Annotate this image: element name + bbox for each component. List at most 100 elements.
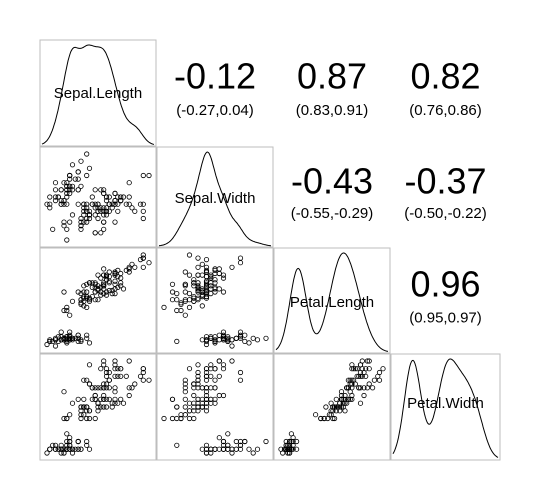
point-Petal.Width-vs-Sepal.Length-141 [118,366,124,372]
point-Petal.Length-vs-Sepal.Width-14 [246,340,252,346]
point-Petal.Length-vs-Sepal.Length-52 [118,283,124,289]
point-Petal.Width-vs-Sepal.Length-43 [64,431,70,437]
correlation-ci-1-2: (-0.55,-0.29) [291,205,374,222]
point-Petal.Width-vs-Sepal.Width-31 [220,438,227,445]
point-Petal.Width-vs-Petal.Length-129 [361,392,367,399]
point-Petal.Length-vs-Sepal.Width-37 [229,337,235,343]
point-Petal.Width-vs-Sepal.Length-84 [75,396,81,402]
point-Petal.Length-vs-Sepal.Width-109 [229,264,235,270]
point-Petal.Width-vs-Petal.Length-138 [344,385,350,391]
point-Petal.Width-vs-Sepal.Length-85 [92,392,98,399]
point-Sepal.Width-vs-Sepal.Length-64 [81,205,87,211]
point-Petal.Width-vs-Sepal.Length-144 [112,358,118,364]
point-Petal.Width-vs-Sepal.Width-146 [182,381,188,387]
point-Petal.Width-vs-Sepal.Width-85 [220,392,227,399]
point-Sepal.Width-vs-Sepal.Length-92 [86,215,93,222]
point-Petal.Width-vs-Sepal.Length-45 [58,442,64,448]
point-Sepal.Width-vs-Sepal.Length-48 [72,176,78,182]
point-Petal.Width-vs-Sepal.Length-79 [84,415,90,422]
point-Petal.Width-vs-Petal.Length-119 [347,396,353,402]
point-Sepal.Width-vs-Sepal.Length-74 [103,205,110,211]
point-Petal.Width-vs-Petal.Length-108 [361,385,367,391]
point-Petal.Width-vs-Sepal.Width-43 [225,431,231,437]
point-Petal.Width-vs-Sepal.Width-117 [237,369,244,376]
point-Petal.Width-vs-Sepal.Length-50 [120,400,127,406]
point-Sepal.Width-vs-Sepal.Length-144 [112,190,118,196]
point-Petal.Length-vs-Sepal.Width-146 [182,281,188,287]
point-Sepal.Width-vs-Sepal.Length-45 [58,201,64,207]
point-Sepal.Width-vs-Sepal.Length-134 [95,215,101,222]
point-Sepal.Width-vs-Sepal.Length-58 [109,205,115,211]
point-Petal.Width-vs-Sepal.Length-115 [103,366,110,372]
point-Petal.Width-vs-Sepal.Length-34 [61,446,67,452]
point-Sepal.Width-vs-Sepal.Length-103 [101,205,107,211]
point-Petal.Width-vs-Sepal.Length-54 [106,396,112,402]
point-Petal.Length-vs-Sepal.Length-89 [78,297,84,303]
point-Petal.Length-vs-Sepal.Length-33 [78,337,84,343]
point-Petal.Width-vs-Sepal.Length-136 [101,362,107,368]
point-Petal.Length-vs-Sepal.Length-98 [67,312,73,318]
point-Sepal.Width-vs-Sepal.Length-78 [92,205,98,211]
point-Petal.Width-vs-Sepal.Length-117 [140,369,146,376]
point-Petal.Width-vs-Sepal.Width-143 [212,366,218,372]
point-Petal.Length-vs-Sepal.Length-80 [78,300,84,306]
point-Petal.Width-vs-Sepal.Length-49 [64,446,70,452]
point-Petal.Width-vs-Sepal.Length-131 [146,377,152,383]
point-Petal.Width-vs-Sepal.Width-37 [229,450,235,456]
point-Petal.Length-vs-Sepal.Width-5 [242,332,248,338]
point-Petal.Width-vs-Sepal.Width-134 [186,400,193,406]
point-Petal.Length-vs-Sepal.Length-143 [115,267,121,273]
point-Sepal.Width-vs-Sepal.Length-110 [106,194,112,200]
point-Petal.Width-vs-Sepal.Length-52 [118,396,124,402]
point-Sepal.Width-vs-Sepal.Length-135 [140,201,146,207]
point-Petal.Length-vs-Sepal.Width-43 [225,334,231,340]
point-Petal.Width-vs-Sepal.Length-18 [84,442,90,448]
point-Sepal.Width-vs-Sepal.Length-84 [75,201,81,207]
point-Petal.Length-vs-Sepal.Width-24 [220,329,227,335]
point-Petal.Length-vs-Sepal.Length-35 [64,340,70,346]
point-Petal.Length-vs-Sepal.Length-61 [89,293,95,300]
point-Petal.Length-vs-Sepal.Length-67 [86,295,93,301]
point-Petal.Width-vs-Sepal.Length-30 [58,446,64,452]
point-Petal.Length-vs-Sepal.Length-106 [61,289,67,295]
point-Petal.Length-vs-Sepal.Length-71 [95,297,101,303]
point-Petal.Length-vs-Sepal.Length-73 [95,286,101,292]
point-Petal.Length-vs-Sepal.Length-43 [64,334,70,340]
point-Petal.Width-vs-Petal.Length-139 [354,373,360,379]
point-Petal.Length-vs-Sepal.Length-87 [101,290,107,297]
point-Sepal.Width-vs-Sepal.Length-145 [112,201,118,207]
point-Petal.Length-vs-Sepal.Length-146 [101,281,107,287]
point-Petal.Length-vs-Sepal.Length-46 [67,334,73,340]
point-Petal.Width-vs-Sepal.Length-100 [101,358,107,364]
point-Petal.Width-vs-Petal.Length-93 [318,415,324,422]
point-Petal.Width-vs-Sepal.Width-49 [216,446,222,452]
point-Petal.Width-vs-Petal.Length-107 [369,385,376,391]
point-Sepal.Width-vs-Sepal.Length-69 [81,219,87,225]
point-Petal.Width-vs-Sepal.Width-131 [237,377,244,383]
point-Petal.Length-vs-Sepal.Width-80 [178,300,184,306]
point-Petal.Length-vs-Sepal.Length-34 [61,335,67,341]
point-Sepal.Width-vs-Sepal.Length-43 [64,183,70,189]
point-Petal.Width-vs-Sepal.Width-89 [182,404,188,410]
point-Petal.Width-vs-Sepal.Width-140 [208,362,214,368]
point-Petal.Width-vs-Sepal.Width-91 [203,400,210,406]
correlation-ci-1-3: (-0.50,-0.22) [404,205,487,222]
point-Petal.Length-vs-Sepal.Length-50 [120,286,127,292]
point-Petal.Width-vs-Sepal.Length-71 [95,404,101,410]
point-Petal.Length-vs-Sepal.Width-96 [199,293,205,300]
point-Petal.Length-vs-Sepal.Length-97 [98,292,104,298]
point-Petal.Length-vs-Sepal.Length-58 [109,287,115,294]
point-Petal.Width-vs-Sepal.Length-146 [101,381,107,387]
point-Sepal.Width-vs-Sepal.Length-119 [92,230,98,236]
point-Petal.Width-vs-Sepal.Width-108 [182,385,188,391]
point-Sepal.Width-vs-Sepal.Length-36 [78,183,84,189]
point-Petal.Width-vs-Petal.Length-79 [321,415,327,422]
point-Sepal.Width-vs-Sepal.Length-29 [55,194,61,200]
point-Petal.Width-vs-Sepal.Width-133 [195,396,201,402]
point-Sepal.Width-vs-Sepal.Length-31 [75,187,81,193]
point-Petal.Width-vs-Sepal.Length-26 [64,438,70,445]
point-Sepal.Width-vs-Sepal.Length-60 [64,237,70,243]
point-Sepal.Width-vs-Sepal.Length-89 [78,219,84,225]
point-Petal.Length-vs-Sepal.Width-53 [174,297,180,303]
point-Sepal.Width-vs-Sepal.Length-97 [98,205,104,211]
